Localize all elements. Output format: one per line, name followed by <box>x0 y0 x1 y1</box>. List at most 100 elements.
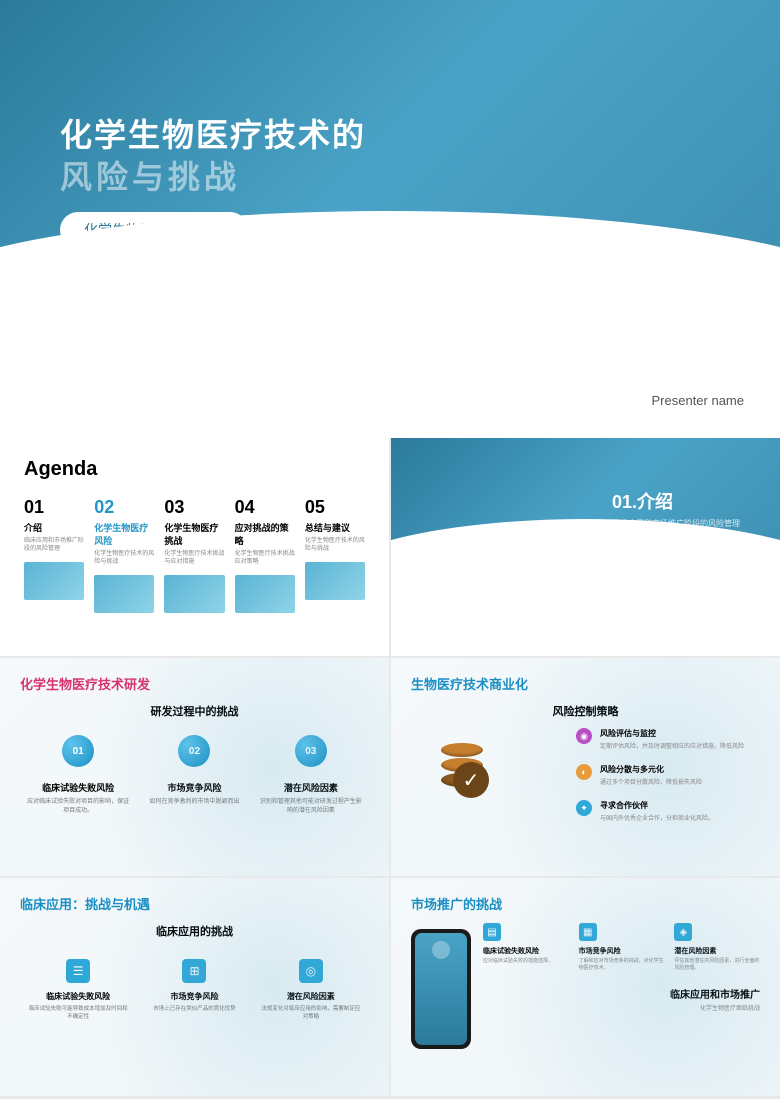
section-subtitle: 风险控制策略 <box>411 703 760 719</box>
agenda-desc: 化学生物医疗技术的风险与挑战 <box>305 537 365 554</box>
strategy-item: ✦ 寻求合作伙伴 与国内外优秀企业合作，分担商业化风险。 <box>576 800 756 822</box>
agenda-thumb <box>24 562 84 600</box>
intro-title: 01.介绍 <box>612 488 740 514</box>
item-title: 临床试验失败风险 <box>26 781 130 794</box>
item-desc: 评估其他潜在的风险因素，进行全面的风险管理。 <box>674 958 760 972</box>
agenda-desc: 化学生物医疗技术的风险与挑战 <box>94 550 154 567</box>
circle-badge: 03 <box>295 735 327 767</box>
agenda-desc: 临床应用和市场推广阶段的风险管理 <box>24 537 84 554</box>
bullet-icon: ✦ <box>576 800 592 816</box>
item-desc: 临床试验失败可能导致成本增加及时间和不确定性 <box>26 1005 130 1022</box>
square-icon: ▦ <box>579 923 597 941</box>
strategy-item: ◉ 风险评估与监控 定期评估风险，并及时调整相应的应对措施，降低风险 <box>576 728 756 750</box>
item-desc: 识别和管理其他可能对研发过程产生影响的潜在风险因素 <box>259 798 363 816</box>
section-title: 化学生物医疗技术研发 <box>20 674 369 693</box>
agenda-num: 05 <box>305 497 365 518</box>
rd-item: 潜在风险因素 识别和管理其他可能对研发过程产生影响的潜在风险因素 <box>253 781 369 816</box>
title-slide: 化学生物医疗技术的 风险与挑战 化学生物医疗风险分析 Presenter nam… <box>0 0 780 438</box>
agenda-thumb <box>235 575 295 613</box>
item-row: 临床试验失败风险 应对临床试验失败对项目的影响，保证项目成功。 市场竞争风险 如… <box>20 781 369 816</box>
clinical-item: ◎ 潜在风险因素 法规变化对临床应用的影响，需要制定应对策略 <box>253 959 369 1022</box>
market-grid: ▤ 临床试验失败风险 应对临床试验失败的措施选择。 ▦ 市场竞争风险 了解和应对… <box>483 923 760 972</box>
agenda-item: 04 应对挑战的策略 化学生物医疗技术挑战应对策略 <box>235 497 295 613</box>
agenda-item: 03 化学生物医疗挑战 化学生物医疗技术挑战与应对措施 <box>164 497 224 613</box>
agenda-label: 化学生物医疗挑战 <box>164 521 224 547</box>
presenter-name: Presenter name <box>652 393 745 408</box>
section-title: 临床应用：挑战与机遇 <box>20 894 369 913</box>
agenda-label: 介绍 <box>24 521 84 534</box>
title-line2: 风险与挑战 <box>60 152 366 198</box>
clinical-slide: 临床应用：挑战与机遇 临床应用的挑战 ☰ 临床试验失败风险 临床试验失败可能导致… <box>0 878 389 1096</box>
item-title: 市场竞争风险 <box>142 991 246 1002</box>
circle-badge: 02 <box>178 735 210 767</box>
coin-shape <box>441 743 483 757</box>
agenda-label: 应对挑战的策略 <box>235 521 295 547</box>
circle-badge: 01 <box>62 735 94 767</box>
bottom-subtitle: 化学生物医疗面临挑战 <box>483 1003 760 1012</box>
agenda-num: 02 <box>94 497 154 518</box>
item-title: 寻求合作伙伴 <box>600 800 714 811</box>
clinical-item: ☰ 临床试验失败风险 临床试验失败可能导致成本增加及时间和不确定性 <box>20 959 136 1022</box>
agenda-desc: 化学生物医疗技术挑战与应对措施 <box>164 550 224 567</box>
item-desc: 定期评估风险，并及时调整相应的应对措施，降低风险 <box>600 741 744 750</box>
phone-mockup <box>411 929 471 1049</box>
item-title: 潜在风险因素 <box>259 781 363 794</box>
bullet-icon: ◐ <box>576 764 592 780</box>
section-subtitle: 临床应用的挑战 <box>20 923 369 939</box>
agenda-label: 化学生物医疗风险 <box>94 521 154 547</box>
agenda-heading: Agenda <box>24 458 365 481</box>
clinical-item: ⊞ 市场竞争风险 市场上已存在类似产品的竞化优势 <box>136 959 252 1022</box>
agenda-thumb <box>94 575 154 613</box>
section-title: 市场推广的挑战 <box>411 894 760 913</box>
rd-item: 市场竞争风险 如何在竞争激烈的市场中脱颖而出 <box>136 781 252 816</box>
bullet-icon: ◉ <box>576 728 592 744</box>
agenda-num: 04 <box>235 497 295 518</box>
market-item: ◈ 潜在风险因素 评估其他潜在的风险因素，进行全面的风险管理。 <box>674 923 760 972</box>
market-item: ▦ 市场竞争风险 了解和应对市场竞争的挑战，对化学生物医疗技术。 <box>579 923 665 972</box>
bottom-title: 临床应用和市场推广 <box>483 986 760 1001</box>
phone-screen <box>415 933 467 1045</box>
intro-slide: 01.介绍 临床应用和市场推广阶段的风险管理 <box>391 438 780 656</box>
item-desc: 如何在竞争激烈的市场中脱颖而出 <box>142 798 246 807</box>
agenda-item: 05 总结与建议 化学生物医疗技术的风险与挑战 <box>305 497 365 613</box>
agenda-thumb <box>164 575 224 613</box>
agenda-slide: Agenda 01 介绍 临床应用和市场推广阶段的风险管理 02 化学生物医疗风… <box>0 438 389 656</box>
square-icon: ☰ <box>66 959 90 983</box>
square-icon: ◈ <box>674 923 692 941</box>
item-row: ☰ 临床试验失败风险 临床试验失败可能导致成本增加及时间和不确定性 ⊞ 市场竞争… <box>20 959 369 1022</box>
item-desc: 应对临床试验失败的措施选择。 <box>483 958 569 965</box>
curve-divider <box>0 211 780 311</box>
title-line1: 化学生物医疗技术的 <box>60 110 366 156</box>
strategy-list: ◉ 风险评估与监控 定期评估风险，并及时调整相应的应对措施，降低风险 ◐ 风险分… <box>576 728 756 836</box>
curve-divider <box>391 519 780 589</box>
item-title: 风险评估与监控 <box>600 728 744 739</box>
item-title: 风险分散与多元化 <box>600 764 702 775</box>
rd-slide: 化学生物医疗技术研发 研发过程中的挑战 01 02 03 临床试验失败风险 应对… <box>0 658 389 876</box>
item-title: 临床试验失败风险 <box>26 991 130 1002</box>
agenda-item: 01 介绍 临床应用和市场推广阶段的风险管理 <box>24 497 84 613</box>
item-desc: 通过多个项目分散风险，降低损失风险 <box>600 777 702 786</box>
intro-hero: 01.介绍 临床应用和市场推广阶段的风险管理 <box>391 438 780 588</box>
market-slide: 市场推广的挑战 ▤ 临床试验失败风险 应对临床试验失败的措施选择。 ▦ 市场竞争… <box>391 878 780 1096</box>
market-right: ▤ 临床试验失败风险 应对临床试验失败的措施选择。 ▦ 市场竞争风险 了解和应对… <box>483 923 760 1080</box>
agenda-label: 总结与建议 <box>305 521 365 534</box>
market-content: ▤ 临床试验失败风险 应对临床试验失败的措施选择。 ▦ 市场竞争风险 了解和应对… <box>411 923 760 1080</box>
agenda-num: 03 <box>164 497 224 518</box>
agenda-columns: 01 介绍 临床应用和市场推广阶段的风险管理 02 化学生物医疗风险 化学生物医… <box>24 497 365 613</box>
item-title: 市场竞争风险 <box>142 781 246 794</box>
section-title: 生物医疗技术商业化 <box>411 674 760 693</box>
hero-bg: 化学生物医疗技术的 风险与挑战 化学生物医疗风险分析 <box>0 0 780 310</box>
item-desc: 市场上已存在类似产品的竞化优势 <box>142 1005 246 1013</box>
commercial-slide: 生物医疗技术商业化 风险控制策略 ✓ ◉ 风险评估与监控 定期评估风险，并及时调… <box>391 658 780 876</box>
square-icon: ▤ <box>483 923 501 941</box>
agenda-desc: 化学生物医疗技术挑战应对策略 <box>235 550 295 567</box>
square-icon: ◎ <box>299 959 323 983</box>
market-item: ▤ 临床试验失败风险 应对临床试验失败的措施选择。 <box>483 923 569 972</box>
rd-item: 临床试验失败风险 应对临床试验失败对项目的影响，保证项目成功。 <box>20 781 136 816</box>
item-desc: 与国内外优秀企业合作，分担商业化风险。 <box>600 813 714 822</box>
agenda-thumb <box>305 562 365 600</box>
agenda-num: 01 <box>24 497 84 518</box>
check-icon: ✓ <box>453 762 489 798</box>
item-title: 潜在风险因素 <box>674 946 760 956</box>
item-title: 市场竞争风险 <box>579 946 665 956</box>
